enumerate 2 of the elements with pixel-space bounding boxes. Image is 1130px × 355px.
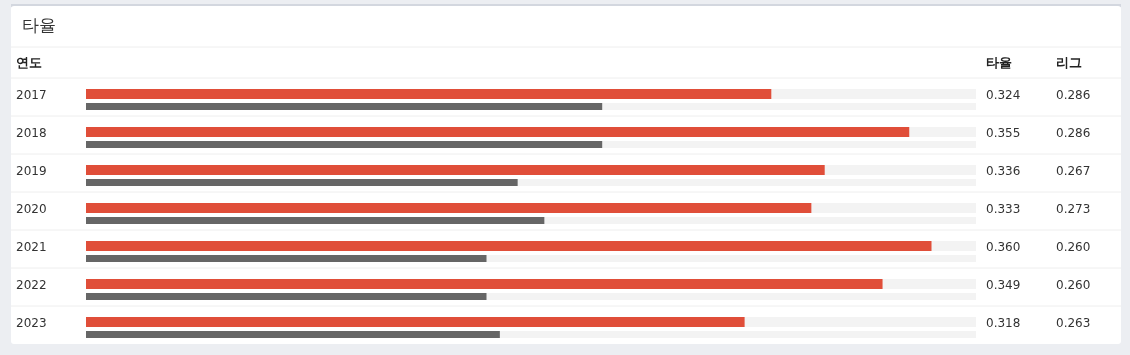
title: 타율 (22, 15, 56, 35)
ylabel: 연도 (16, 55, 42, 70)
